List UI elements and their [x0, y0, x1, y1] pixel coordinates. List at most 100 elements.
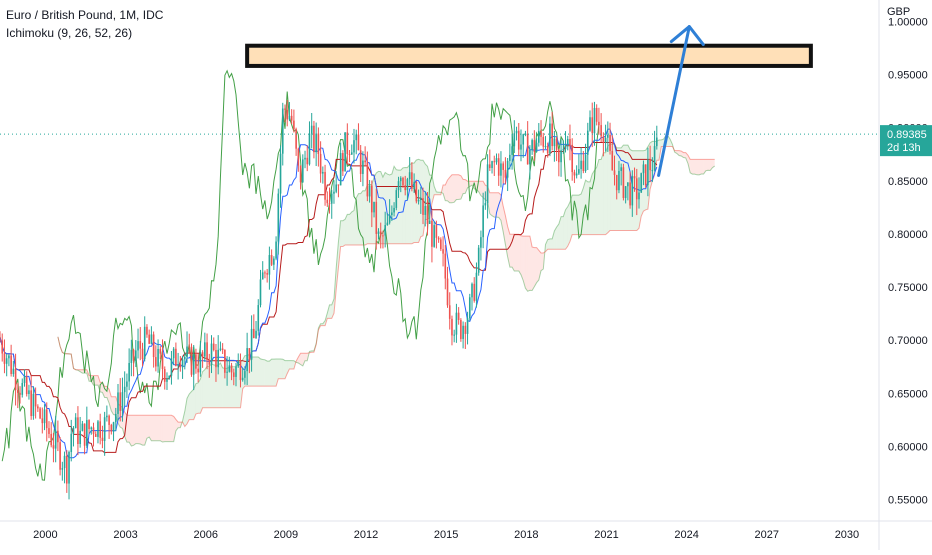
candle-body — [596, 108, 598, 122]
candle-body — [211, 344, 213, 365]
candle-body — [373, 202, 375, 213]
candle-body — [8, 355, 10, 358]
y-tick-label: 1.00000 — [888, 16, 928, 28]
candle-body — [77, 417, 79, 444]
candle-body — [411, 172, 413, 189]
candle-body — [549, 124, 551, 154]
candle-body — [393, 208, 395, 213]
candle-body — [460, 320, 462, 339]
candle-body — [652, 170, 654, 171]
candle-body — [649, 160, 651, 170]
candle-body — [351, 152, 353, 154]
candle-body — [106, 416, 108, 418]
candle-body — [115, 414, 117, 422]
candle-body — [583, 161, 585, 171]
candle-body — [600, 125, 602, 136]
cloud-segment — [352, 210, 354, 245]
candle-body — [565, 145, 567, 149]
cloud-segment — [278, 359, 280, 379]
candle-body — [574, 172, 576, 175]
candle-body — [609, 135, 611, 151]
candle-body — [53, 445, 55, 448]
price-axis-bg — [879, 0, 932, 550]
y-tick-label: 0.75000 — [888, 282, 928, 294]
candle-body — [518, 131, 520, 150]
x-tick-label: 2027 — [755, 529, 779, 541]
cloud-segment — [281, 359, 283, 379]
cloud-segment — [260, 359, 262, 386]
candle-body — [171, 358, 173, 376]
candle-body — [90, 427, 92, 429]
candle-body — [17, 390, 19, 393]
candle-body — [122, 392, 124, 411]
candle-body — [62, 468, 64, 470]
x-tick-label: 2015 — [434, 529, 458, 541]
candle-body — [28, 390, 30, 394]
candle-body — [10, 355, 12, 374]
cloud-segment — [492, 193, 494, 217]
candle-body — [505, 170, 507, 178]
candle-body — [313, 126, 315, 152]
cloud-segment — [330, 305, 332, 318]
candle-body — [26, 377, 28, 395]
candle-body — [409, 172, 411, 179]
cloud-segment — [151, 415, 153, 440]
candle-body — [465, 326, 467, 334]
candle-body — [220, 349, 222, 350]
candle-body — [300, 165, 302, 182]
candle-body — [364, 161, 366, 163]
cloud-segment — [283, 359, 285, 378]
cloud-segment — [528, 236, 530, 291]
candle-body — [349, 154, 351, 155]
cloud-segment — [514, 234, 516, 271]
candle-body — [204, 342, 206, 356]
candle-body — [502, 163, 504, 169]
candle-body — [360, 150, 362, 174]
candle-body — [291, 116, 293, 121]
candle-body — [277, 194, 279, 242]
candle-body — [418, 200, 420, 201]
candle-body — [545, 146, 547, 147]
candle-body — [513, 133, 515, 146]
candle-body — [6, 358, 8, 364]
candle-body — [420, 198, 422, 200]
candle-body — [66, 456, 68, 484]
candle-body — [522, 134, 524, 144]
candle-body — [324, 172, 326, 200]
x-tick-label: 2000 — [33, 529, 57, 541]
candle-body — [362, 161, 364, 174]
y-tick-label: 0.65000 — [888, 388, 928, 400]
candle-body — [547, 146, 549, 153]
candle-body — [48, 428, 50, 434]
cloud-segment — [537, 248, 539, 283]
candle-body — [188, 347, 190, 348]
candle-body — [318, 134, 320, 154]
candle-body — [531, 140, 533, 150]
candle-body — [315, 134, 317, 153]
cloud-segment — [597, 160, 599, 235]
cloud-segment — [198, 379, 200, 413]
candle-body — [556, 139, 558, 150]
candle-body — [344, 132, 346, 171]
x-tick-label: 2006 — [193, 529, 217, 541]
candle-body — [148, 335, 150, 344]
cloud-segment — [341, 221, 343, 247]
candle-body — [135, 350, 137, 360]
candle-body — [620, 167, 622, 171]
candle-body — [378, 232, 380, 234]
candle-body — [400, 178, 402, 181]
y-tick-label: 0.95000 — [888, 69, 928, 81]
cloud-segment — [708, 159, 710, 170]
candle-body — [431, 221, 433, 247]
candle-body — [456, 313, 458, 335]
candle-body — [471, 284, 473, 297]
candle-body — [191, 347, 193, 375]
candle-body — [102, 438, 104, 441]
candle-body — [534, 140, 536, 152]
candle-body — [449, 305, 451, 319]
cloud-segment — [134, 415, 136, 445]
cloud-segment — [601, 153, 603, 235]
candle-body — [485, 203, 487, 205]
candle-body — [269, 255, 271, 275]
cloud-segment — [706, 159, 708, 170]
